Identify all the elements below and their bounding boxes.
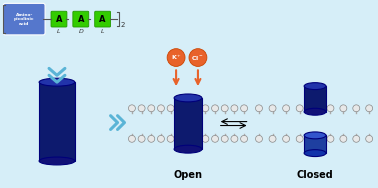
Circle shape — [138, 135, 145, 142]
Circle shape — [129, 105, 135, 112]
Text: A: A — [77, 15, 84, 24]
Circle shape — [283, 135, 290, 142]
Text: Cl$^-$: Cl$^-$ — [192, 54, 204, 61]
Ellipse shape — [304, 83, 326, 89]
Bar — [174, 98, 202, 149]
FancyBboxPatch shape — [73, 11, 89, 27]
Text: K$^+$: K$^+$ — [170, 53, 181, 62]
Circle shape — [221, 105, 228, 112]
Text: L: L — [101, 29, 104, 34]
Circle shape — [158, 135, 164, 142]
Ellipse shape — [304, 132, 326, 139]
Bar — [39, 82, 75, 161]
Circle shape — [296, 135, 303, 142]
Circle shape — [189, 49, 207, 66]
Circle shape — [129, 135, 135, 142]
Circle shape — [212, 135, 218, 142]
Ellipse shape — [39, 157, 75, 165]
Circle shape — [241, 135, 248, 142]
Circle shape — [256, 135, 262, 142]
Circle shape — [148, 105, 155, 112]
Circle shape — [202, 105, 209, 112]
Text: A: A — [56, 15, 62, 24]
Ellipse shape — [174, 94, 202, 102]
FancyBboxPatch shape — [95, 11, 111, 27]
Circle shape — [327, 105, 334, 112]
Circle shape — [296, 105, 303, 112]
Text: Amino-
picolinic
acid: Amino- picolinic acid — [14, 13, 34, 26]
FancyBboxPatch shape — [51, 11, 67, 27]
Circle shape — [231, 105, 238, 112]
Ellipse shape — [304, 150, 326, 157]
Text: D: D — [78, 29, 83, 34]
Circle shape — [269, 135, 276, 142]
Circle shape — [256, 105, 262, 112]
Circle shape — [138, 105, 145, 112]
Text: A: A — [99, 15, 106, 24]
Circle shape — [327, 135, 334, 142]
Text: L: L — [57, 29, 61, 34]
Circle shape — [212, 105, 218, 112]
Circle shape — [167, 105, 174, 112]
Circle shape — [366, 135, 373, 142]
Circle shape — [202, 135, 209, 142]
Circle shape — [366, 105, 373, 112]
Circle shape — [167, 135, 174, 142]
Circle shape — [148, 135, 155, 142]
Circle shape — [231, 135, 238, 142]
Circle shape — [158, 105, 164, 112]
Bar — [304, 135, 326, 153]
Circle shape — [353, 135, 360, 142]
Bar — [304, 86, 326, 112]
Text: Open: Open — [174, 170, 203, 180]
Circle shape — [269, 105, 276, 112]
FancyBboxPatch shape — [3, 3, 45, 35]
Circle shape — [340, 135, 347, 142]
Circle shape — [221, 135, 228, 142]
Text: 2: 2 — [121, 22, 125, 28]
Circle shape — [167, 49, 185, 66]
Ellipse shape — [174, 145, 202, 153]
Text: Closed: Closed — [297, 170, 333, 180]
Circle shape — [241, 105, 248, 112]
Ellipse shape — [304, 108, 326, 115]
Circle shape — [283, 105, 290, 112]
Circle shape — [353, 105, 360, 112]
Circle shape — [340, 105, 347, 112]
Ellipse shape — [39, 78, 75, 86]
